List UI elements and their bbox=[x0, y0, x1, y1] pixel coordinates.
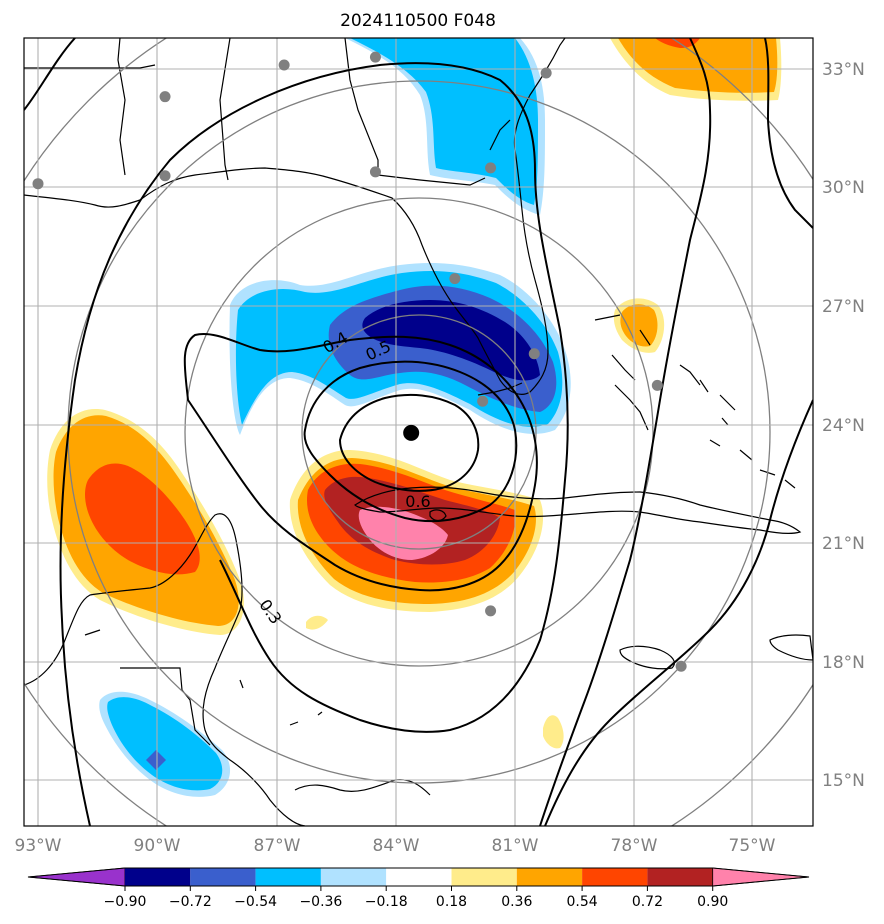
contour-east-1 bbox=[539, 38, 712, 826]
map-frame bbox=[23, 37, 814, 827]
negative-shading-central-america-medium bbox=[146, 750, 166, 770]
map-title: 2024110500 F048 bbox=[340, 11, 496, 31]
gridlines bbox=[24, 38, 813, 826]
station-dot-2 bbox=[159, 170, 171, 182]
lon-label-75w: 75°W bbox=[729, 836, 776, 856]
station-markers bbox=[32, 51, 687, 672]
lon-label-78w: 78°W bbox=[611, 836, 658, 856]
lat-label-30n: 30°N bbox=[822, 178, 865, 198]
colorbar-tick-label-7: 0.54 bbox=[567, 894, 598, 910]
station-dot-11 bbox=[651, 379, 663, 391]
station-dot-0 bbox=[32, 178, 44, 190]
station-dot-5 bbox=[369, 166, 381, 178]
colorbar-tick-label-0: −0.90 bbox=[104, 894, 147, 910]
station-dot-9 bbox=[528, 348, 540, 360]
colorbar-bin-7 bbox=[516, 868, 583, 886]
lat-label-15n: 15°N bbox=[822, 771, 865, 791]
station-dot-8 bbox=[449, 273, 461, 285]
colorbar: −0.90 −0.72 −0.54 −0.36 −0.18 0.18 0.36 0.54 0.7… bbox=[27, 867, 810, 910]
colorbar-bin-9 bbox=[647, 868, 713, 886]
range-rings bbox=[24, 38, 813, 826]
contour-03 bbox=[59, 62, 569, 826]
jamaica-coastline bbox=[619, 645, 675, 670]
colorbar-bin-3 bbox=[255, 868, 321, 886]
colorbar-tick-label-8: 0.72 bbox=[632, 894, 663, 910]
negative-shading-dark bbox=[362, 300, 540, 381]
colorbar-tick-label-2: −0.54 bbox=[234, 894, 277, 910]
colorbar-extend-low bbox=[27, 867, 126, 887]
station-dot-4 bbox=[369, 51, 381, 63]
colorbar-bin-6 bbox=[451, 868, 517, 886]
colorbar-tick-label-3: −0.36 bbox=[299, 894, 342, 910]
contour-04 bbox=[183, 333, 538, 592]
positive-shading-atlantic-red bbox=[655, 38, 700, 48]
state-border-2 bbox=[117, 38, 126, 176]
state-border-1 bbox=[24, 64, 156, 69]
colorbar-bin-5 bbox=[386, 868, 452, 886]
state-border-5 bbox=[489, 119, 511, 151]
colorbar-tick-label-1: −0.72 bbox=[169, 894, 212, 910]
colorbar-tick-label-5: 0.18 bbox=[436, 894, 467, 910]
storm-center-marker bbox=[403, 424, 420, 441]
colorbar-bin-2 bbox=[190, 868, 256, 886]
colorbar-bin-1 bbox=[125, 868, 191, 886]
us-gulf-coastline bbox=[24, 38, 566, 395]
contour-east-2 bbox=[764, 38, 813, 229]
contour-northwest bbox=[24, 38, 76, 111]
isla-juventud bbox=[429, 509, 447, 522]
contour-label-06: 0.6 bbox=[405, 492, 430, 511]
latitude-axis-labels: 33°N 30°N 27°N 24°N 21°N 18°N 15°N bbox=[822, 60, 865, 791]
lon-label-93w: 93°W bbox=[15, 836, 62, 856]
station-dot-3 bbox=[278, 59, 290, 71]
positive-shading-atlantic-orange bbox=[618, 38, 778, 93]
station-dot-6 bbox=[485, 162, 497, 174]
contour-southeast bbox=[544, 399, 813, 826]
station-dot-7 bbox=[540, 67, 552, 79]
station-dot-12 bbox=[485, 605, 497, 617]
lat-label-33n: 33°N bbox=[822, 60, 865, 80]
lat-label-27n: 27°N bbox=[822, 297, 865, 317]
contour-06 bbox=[338, 393, 480, 492]
lat-label-24n: 24°N bbox=[822, 416, 865, 436]
small-islands bbox=[84, 629, 323, 726]
colorbar-bin-4 bbox=[320, 868, 387, 886]
map-area: 0.4 0.5 0.6 0.3 bbox=[24, 38, 813, 826]
positive-shading-cayman-small bbox=[306, 615, 328, 630]
colorbar-tick-label-9: 0.90 bbox=[697, 894, 728, 910]
lat-label-21n: 21°N bbox=[822, 534, 865, 554]
positive-shading-yucatan-red bbox=[85, 463, 200, 575]
negative-shading-central-america-blue bbox=[107, 697, 223, 791]
colorbar-extend-high bbox=[712, 867, 810, 887]
contour-lines bbox=[24, 38, 813, 826]
station-dot-13 bbox=[675, 660, 687, 672]
contour-05 bbox=[303, 360, 518, 523]
florida-keys bbox=[477, 382, 523, 396]
lon-label-84w: 84°W bbox=[373, 836, 420, 856]
lat-label-18n: 18°N bbox=[822, 653, 865, 673]
lon-label-87w: 87°W bbox=[254, 836, 301, 856]
lon-label-90w: 90°W bbox=[134, 836, 181, 856]
colorbar-tick-label-4: −0.18 bbox=[365, 894, 408, 910]
colorbar-tick-label-6: 0.36 bbox=[501, 894, 532, 910]
station-dot-10 bbox=[477, 395, 489, 407]
station-dot-1 bbox=[159, 91, 171, 103]
hispaniola-coastline bbox=[769, 634, 813, 661]
lon-label-81w: 81°W bbox=[492, 836, 539, 856]
positive-shading-caribbean-small bbox=[543, 715, 564, 749]
yucatan-coastline bbox=[24, 513, 306, 826]
colorbar-bin-8 bbox=[582, 868, 648, 886]
positive-shading-bahamas-orange bbox=[620, 304, 658, 347]
longitude-axis-labels: 93°W 90°W 87°W 84°W 81°W 78°W 75°W bbox=[15, 836, 776, 856]
